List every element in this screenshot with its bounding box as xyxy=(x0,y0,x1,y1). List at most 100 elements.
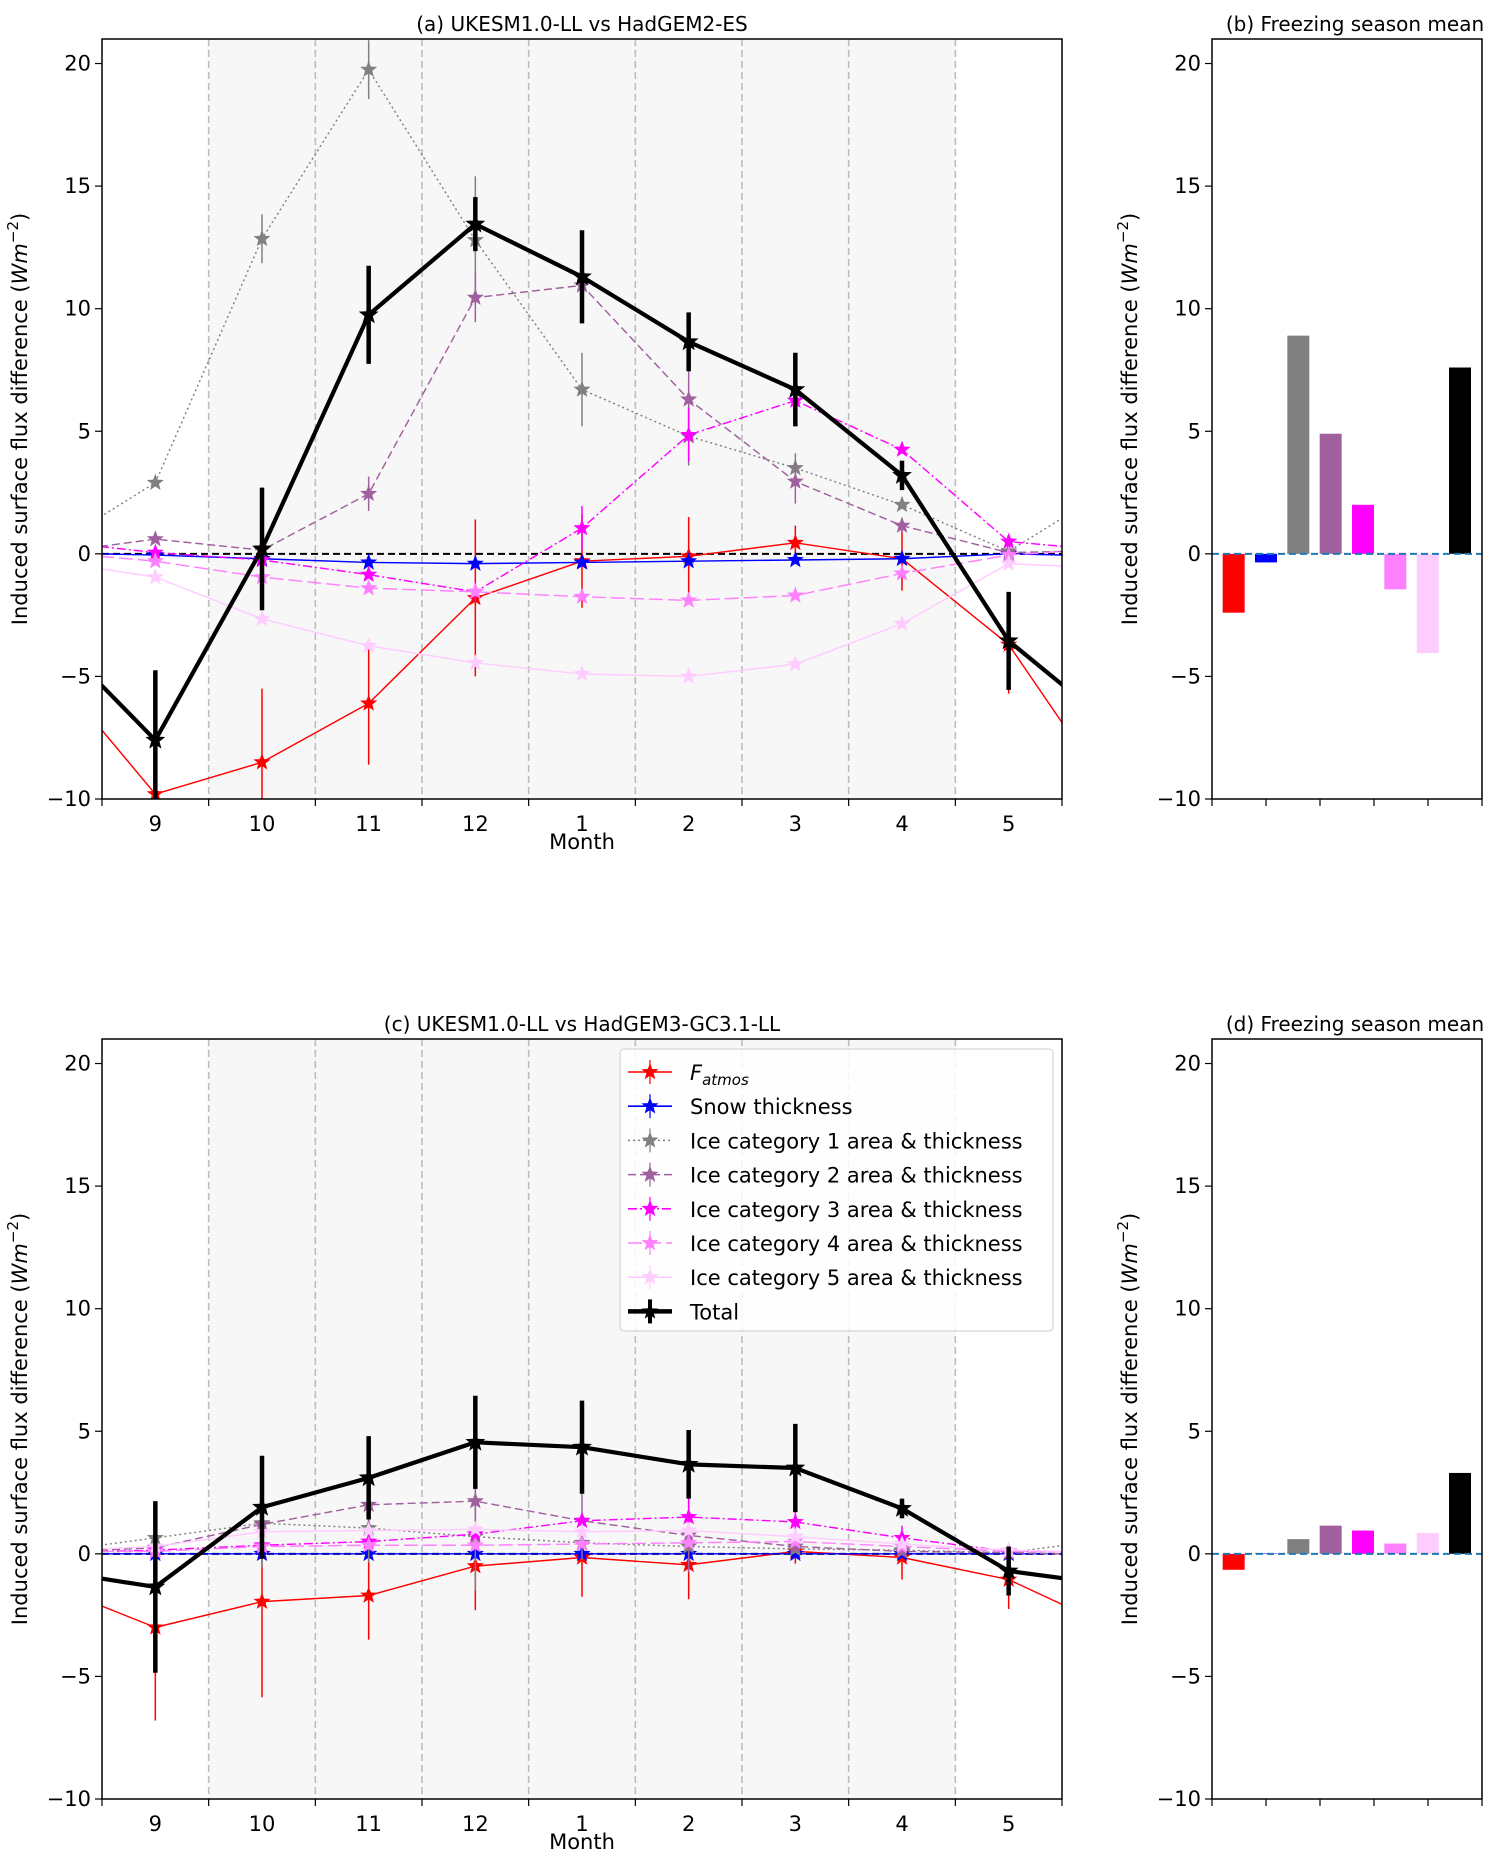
data-point xyxy=(466,1492,484,1509)
y-axis-label-part: Wm xyxy=(1118,1243,1142,1284)
x-tick-label: 11 xyxy=(355,1812,382,1836)
x-tick-label: 1 xyxy=(575,1812,588,1836)
y-axis-label-part: Induced surface flux difference ( xyxy=(1118,284,1142,625)
data-point xyxy=(893,614,911,631)
data-point xyxy=(1000,532,1018,549)
data-point xyxy=(680,390,698,407)
x-tick-label: 9 xyxy=(149,1812,162,1836)
y-axis-label-part: Induced surface flux difference ( xyxy=(8,284,32,625)
data-point xyxy=(360,1536,378,1553)
x-tick-label: 12 xyxy=(462,1812,489,1836)
y-axis-label-part: Wm xyxy=(8,1243,32,1284)
legend-item: Snow thickness xyxy=(628,1094,853,1119)
y-tick-label: 20 xyxy=(64,1052,91,1076)
bar xyxy=(1416,1533,1439,1554)
legend-item: Total xyxy=(628,1299,739,1324)
y-axis-label: Induced surface flux difference (Wm−2) xyxy=(4,1213,32,1625)
data-point xyxy=(572,1436,592,1456)
data-point xyxy=(786,1537,804,1554)
data-point xyxy=(893,516,911,533)
x-tick-label: 11 xyxy=(355,812,382,836)
data-point xyxy=(145,1576,166,1596)
y-axis-label-part: −2 xyxy=(4,221,22,243)
data-point xyxy=(893,440,911,457)
y-tick-label: 10 xyxy=(64,297,91,321)
data-point xyxy=(998,1560,1019,1580)
legend-swatch-star xyxy=(641,1302,659,1319)
data-point xyxy=(786,655,804,672)
x-tick-label: 2 xyxy=(682,1812,695,1836)
y-tick-label: 10 xyxy=(1174,297,1201,321)
bar xyxy=(1287,1539,1310,1554)
bar xyxy=(1222,1553,1245,1570)
data-point xyxy=(466,582,484,600)
y-tick-label: −5 xyxy=(1170,664,1201,688)
x-tick-label: 3 xyxy=(789,1812,802,1836)
data-point xyxy=(253,753,271,770)
data-point xyxy=(680,1508,698,1525)
y-axis-label-part: Induced surface flux difference ( xyxy=(8,1284,32,1625)
legend-label: Ice category 2 area & thickness xyxy=(690,1164,1023,1188)
axes-frame xyxy=(101,1038,1063,1800)
data-point xyxy=(1000,546,1018,563)
y-tick-label: 15 xyxy=(64,1174,91,1198)
data-point xyxy=(573,519,591,536)
y-axis-label-part: −2 xyxy=(1114,221,1132,243)
y-tick-label: 5 xyxy=(1188,419,1201,443)
y-tick-label: 5 xyxy=(1188,1419,1201,1443)
data-point xyxy=(146,568,164,585)
y-axis-label: Induced surface flux difference (Wm−2) xyxy=(1114,213,1142,625)
series-total xyxy=(102,1395,1062,1673)
y-tick-label: 20 xyxy=(1174,52,1201,76)
data-point xyxy=(465,213,486,233)
bar xyxy=(1449,367,1472,554)
data-point xyxy=(466,1536,484,1553)
y-axis-label-part: ) xyxy=(8,1213,32,1221)
bar xyxy=(1222,553,1245,613)
x-tick-label: 9 xyxy=(149,812,162,836)
legend-label: Ice category 3 area & thickness xyxy=(690,1198,1023,1222)
x-tick-label: 2 xyxy=(682,812,695,836)
data-point xyxy=(572,266,592,286)
series-line xyxy=(102,1500,1062,1555)
data-point xyxy=(360,636,378,654)
data-point xyxy=(680,1521,698,1538)
data-point xyxy=(253,229,271,247)
bar xyxy=(1352,1530,1374,1554)
data-point xyxy=(573,553,591,570)
data-point xyxy=(466,1525,484,1542)
legend-item: Ice category 1 area & thickness xyxy=(628,1128,1023,1153)
y-axis-label-part: Wm xyxy=(1118,243,1142,284)
series-group xyxy=(102,40,1062,799)
legend-label: Ice category 4 area & thickness xyxy=(690,1232,1023,1256)
bar xyxy=(1287,335,1310,554)
data-point xyxy=(360,1586,378,1603)
bar xyxy=(1319,1525,1342,1554)
legend-item: Ice category 3 area & thickness xyxy=(628,1196,1023,1222)
chart-title: (d) Freezing season mean xyxy=(1226,1012,1484,1036)
data-point xyxy=(893,1542,911,1559)
x-axis-label: Month xyxy=(549,830,615,854)
x-axis-label: Month xyxy=(549,1830,615,1854)
x-tick-label: 3 xyxy=(789,812,802,836)
legend-item: Ice category 4 area & thickness xyxy=(628,1231,1023,1256)
y-tick-label: 5 xyxy=(78,1419,91,1443)
x-tick-label: 4 xyxy=(895,1812,908,1836)
series-group xyxy=(102,1395,1062,1721)
y-tick-label: −10 xyxy=(47,787,91,811)
data-point xyxy=(893,564,911,581)
bar xyxy=(1416,553,1439,654)
x-tick-label: 12 xyxy=(462,812,489,836)
data-point xyxy=(466,653,484,671)
bar xyxy=(1255,1553,1277,1554)
series-ice-category-4-area-thickness xyxy=(102,546,1062,608)
y-tick-label: −5 xyxy=(1170,1664,1201,1688)
bar-panel-b: −10 −5 0 5 10 15 20 Induced surface flux differ… xyxy=(1114,12,1484,811)
data-point xyxy=(893,495,911,513)
data-point xyxy=(466,288,484,305)
axes-frame xyxy=(101,38,1063,800)
data-point xyxy=(466,554,484,571)
data-point xyxy=(786,472,804,489)
